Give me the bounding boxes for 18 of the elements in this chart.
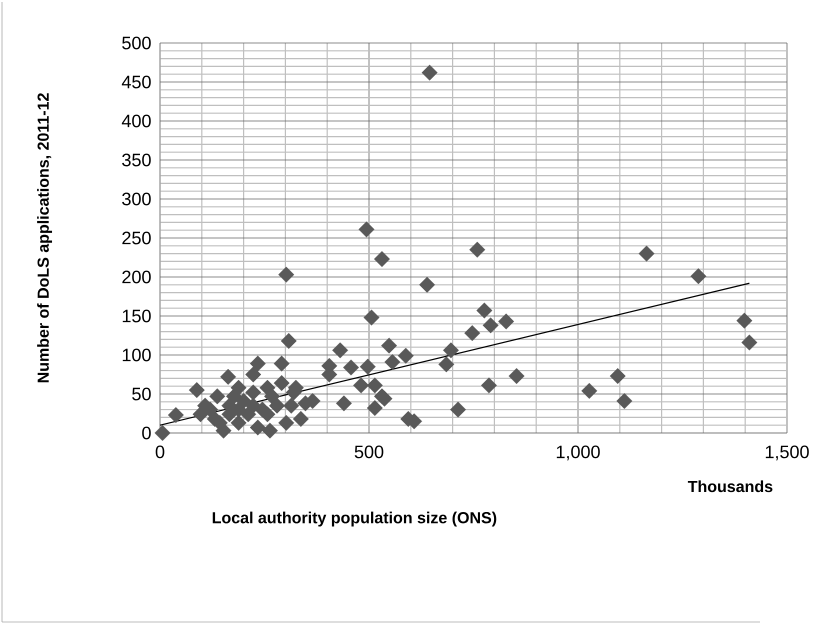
x-axis-title: Local authority population size (ONS) bbox=[212, 512, 496, 527]
y-tick-label: 150 bbox=[122, 310, 151, 322]
y-tick-label: 400 bbox=[122, 114, 151, 128]
x-tick-label: 0 bbox=[156, 446, 164, 458]
y-tick-label: 100 bbox=[122, 348, 151, 362]
y-tick-label: 0 bbox=[142, 426, 151, 440]
y-tick-label: 300 bbox=[122, 192, 151, 206]
y-axis-title: Number of DoLS applications, 2011-12 bbox=[37, 93, 52, 382]
text: Thousands bbox=[688, 480, 772, 492]
y-tick-label: 450 bbox=[122, 76, 151, 88]
x-tick-label: 1,000 bbox=[556, 446, 600, 460]
y-tick-label: 500 bbox=[122, 36, 151, 50]
y-tick-label: 350 bbox=[122, 154, 151, 166]
y-tick-label: 200 bbox=[122, 270, 151, 284]
x-tick-label: 500 bbox=[354, 446, 384, 458]
y-tick-label: 50 bbox=[132, 388, 151, 400]
y-tick-label: 250 bbox=[122, 232, 151, 244]
x-tick-label: 1,500 bbox=[766, 446, 809, 460]
